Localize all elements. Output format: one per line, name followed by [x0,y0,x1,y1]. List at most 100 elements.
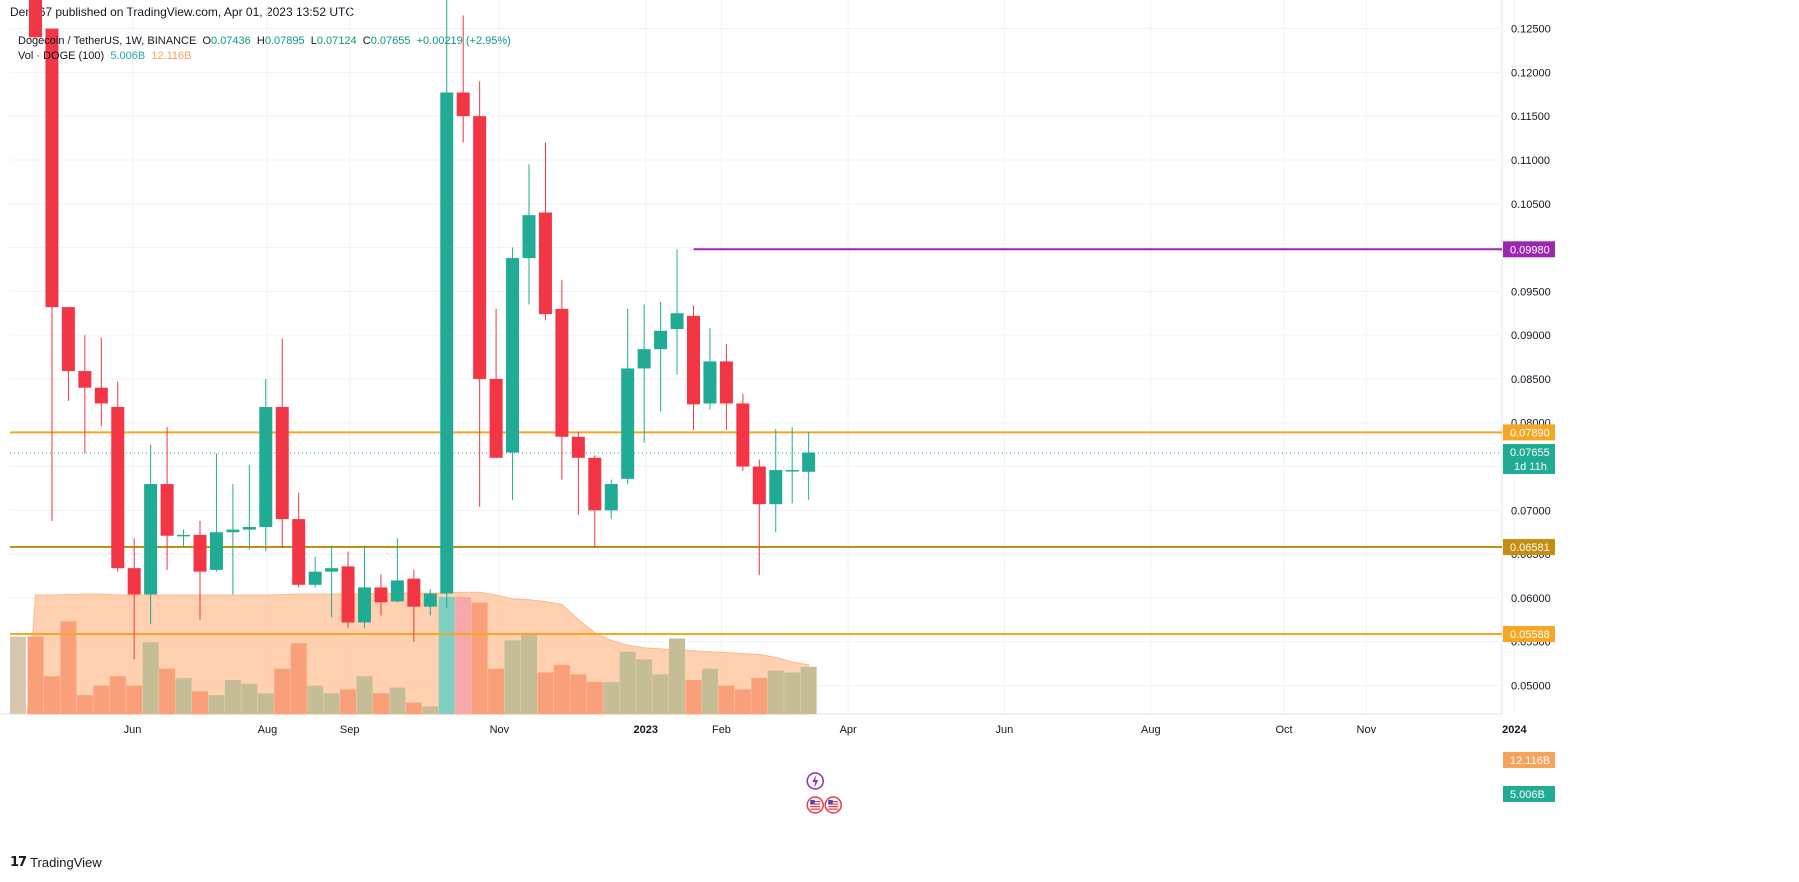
us-flag-icon[interactable] [806,796,824,814]
volume-bar [767,670,784,714]
candle-body [621,368,635,479]
volume-bar [356,676,373,714]
level-price-label: 0.09980 [1503,241,1555,258]
time-tick-label: Apr [840,724,857,736]
candle-body [292,519,306,585]
price-tick-label: 0.12500 [1511,24,1551,36]
candle [61,307,75,401]
candle [687,305,700,430]
volume-bar [586,681,603,714]
candle [785,427,799,504]
candle-body [802,452,816,472]
volume-bar [701,668,718,714]
candle [78,335,92,454]
ohlc-row: Dogecoin / TetherUS, 1W, BINANCE O0.0743… [18,34,511,49]
lightning-icon[interactable] [806,772,824,790]
candle-body [209,532,223,570]
candle [588,455,602,548]
us-flag-stripe [810,808,821,810]
price-tick-label: 0.09000 [1511,330,1551,342]
volume-bar [734,689,751,714]
volume-bar [718,685,735,714]
lightning-glyph [812,775,819,788]
candle [226,484,240,595]
volume-bar [685,680,702,714]
candle [506,247,520,500]
candle-body [275,406,289,520]
volume-bars [10,596,817,714]
volume-bar [27,636,44,714]
candle-body [538,212,552,315]
price-tick-label: 0.07000 [1511,505,1551,517]
candle-body [407,578,421,607]
us-flag-stripe [810,806,821,808]
volume-bar [800,666,817,714]
time-tick-label: Jun [124,724,142,736]
us-flag-stripe [828,808,839,810]
candle-body [45,28,59,308]
high-label: H [256,35,265,47]
candle-body [555,308,569,437]
candle [275,338,289,549]
candle [802,431,816,500]
candle-body [604,484,618,511]
volume-bar [784,672,801,714]
candle-body [423,593,437,607]
low-value: 0.07124 [316,35,357,47]
volume-bar [340,689,357,714]
volume-bar [405,702,422,714]
level-price-label-bg [1503,241,1555,258]
candle-body [226,529,240,533]
level-price-label-bg [1503,424,1555,441]
candle [423,589,437,616]
volume-label[interactable]: Vol · DOGE (100) [18,50,105,62]
candle-body [390,580,404,602]
candle-body [242,526,256,530]
level-price-label: 0.05588 [1503,626,1555,643]
volume-bar [521,632,537,714]
volume-bar [652,674,669,714]
level-price-label-bg [1503,626,1555,643]
candle [160,427,174,570]
candle [604,479,618,520]
candle [670,249,684,375]
candle [292,492,306,588]
chart-legend: Dogecoin / TetherUS, 1W, BINANCE O0.0743… [18,34,511,64]
candle-body [473,116,487,379]
time-tick-label: Aug [1141,724,1161,736]
candle-body [358,587,371,623]
volume-ma-tag-bg [1503,752,1555,768]
candle [144,444,158,625]
candle [374,574,388,616]
candle [94,337,108,427]
candle [637,304,651,443]
candle-body [177,534,191,537]
volume-bar [142,642,159,714]
time-tick-label: 2023 [634,724,658,736]
candle [127,538,141,660]
horizontal-levels [10,248,1502,636]
candle-body [29,0,42,38]
candle-body [111,406,125,569]
volume-bar [751,678,768,714]
candle-body [752,466,766,505]
volume-bar [10,636,26,714]
candle-body [308,571,322,585]
time-tick-label: Nov [1357,724,1377,736]
close-value: 0.07655 [370,35,411,47]
volume-bar [307,685,324,714]
us-flag-canton [828,800,833,804]
tradingview-logo[interactable]: 17 TradingView [10,855,102,870]
candle [440,0,454,609]
volume-bar [455,596,472,714]
us-flag-icon[interactable] [824,796,842,814]
us-flag-stripe [828,803,839,805]
volume-ma-tag-text: 12.116B [1510,755,1550,767]
symbol-name[interactable]: Dogecoin / TetherUS, 1W, BINANCE [18,35,197,47]
candle [341,551,355,628]
candle-body [703,361,717,404]
volume-bar [126,685,143,714]
candle [358,545,371,628]
candle [177,529,191,549]
